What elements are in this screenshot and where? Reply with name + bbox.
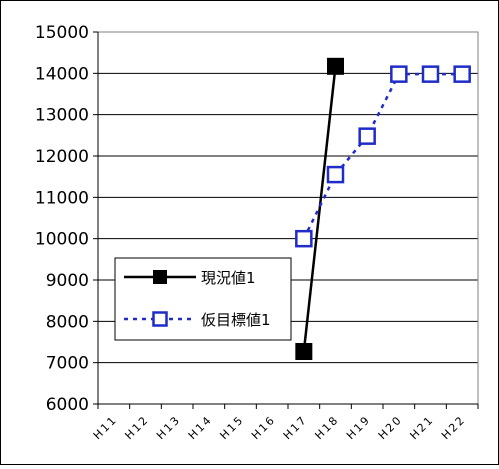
y-tick-label: 6000 xyxy=(46,395,89,415)
legend: 現況値1 仮目標値1 xyxy=(114,257,292,341)
y-tick-label: 14000 xyxy=(35,64,89,84)
data-point xyxy=(421,65,440,83)
y-tick-label: 11000 xyxy=(35,188,89,208)
legend-label: 現況値1 xyxy=(201,269,256,287)
series-line-1 xyxy=(302,66,337,352)
data-point xyxy=(390,65,408,83)
data-point xyxy=(295,229,313,248)
legend-box xyxy=(114,257,292,341)
y-tick-label: 9000 xyxy=(46,271,89,291)
data-point xyxy=(453,65,471,83)
legend-marker xyxy=(153,270,167,284)
y-tick-label: 10000 xyxy=(35,230,89,250)
legend-marker xyxy=(152,311,168,327)
y-axis: 6000 7000 8000 9000 10000 11000 12000 13000 1400… xyxy=(35,23,99,415)
y-tick-label: 12000 xyxy=(35,147,89,167)
data-point xyxy=(295,343,313,361)
legend-label: 仮目標値1 xyxy=(201,311,271,329)
y-tick-label: 8000 xyxy=(46,312,89,332)
y-tick-label: 13000 xyxy=(35,106,89,126)
data-point xyxy=(326,165,345,184)
data-point xyxy=(327,57,344,75)
data-point xyxy=(358,127,376,145)
y-tick-label: 15000 xyxy=(35,23,89,43)
series-layer xyxy=(295,57,471,361)
y-tick-label: 7000 xyxy=(46,354,89,374)
